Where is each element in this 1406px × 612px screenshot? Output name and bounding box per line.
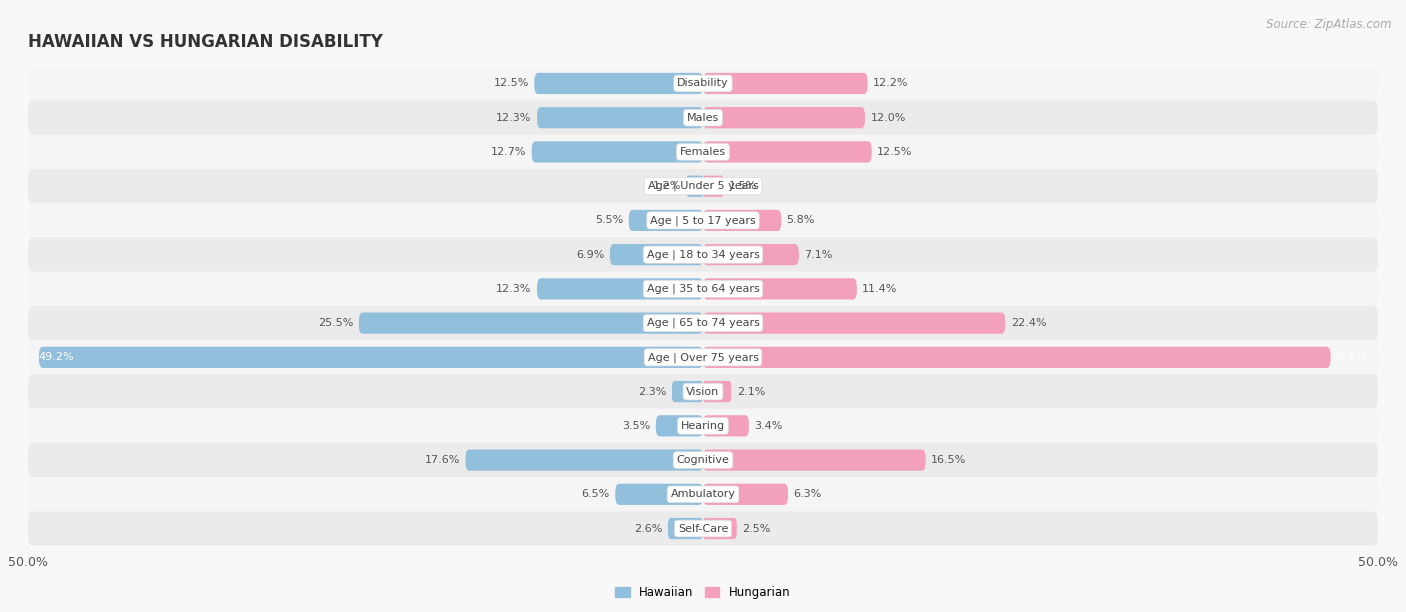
Text: Hearing: Hearing: [681, 421, 725, 431]
Text: 6.9%: 6.9%: [576, 250, 605, 259]
Text: HAWAIIAN VS HUNGARIAN DISABILITY: HAWAIIAN VS HUNGARIAN DISABILITY: [28, 33, 382, 51]
Text: 46.5%: 46.5%: [1331, 353, 1367, 362]
FancyBboxPatch shape: [28, 272, 1378, 306]
FancyBboxPatch shape: [703, 210, 782, 231]
FancyBboxPatch shape: [28, 409, 1378, 443]
Text: 25.5%: 25.5%: [318, 318, 353, 328]
FancyBboxPatch shape: [28, 512, 1378, 546]
Text: Age | Under 5 years: Age | Under 5 years: [648, 181, 758, 192]
Text: 11.4%: 11.4%: [862, 284, 897, 294]
FancyBboxPatch shape: [28, 135, 1378, 169]
FancyBboxPatch shape: [465, 449, 703, 471]
FancyBboxPatch shape: [28, 169, 1378, 203]
Text: 17.6%: 17.6%: [425, 455, 460, 465]
FancyBboxPatch shape: [28, 203, 1378, 237]
FancyBboxPatch shape: [28, 477, 1378, 512]
FancyBboxPatch shape: [610, 244, 703, 265]
Text: 2.5%: 2.5%: [742, 523, 770, 534]
Text: Age | 35 to 64 years: Age | 35 to 64 years: [647, 283, 759, 294]
Text: 12.3%: 12.3%: [496, 284, 531, 294]
FancyBboxPatch shape: [531, 141, 703, 163]
Text: 1.2%: 1.2%: [652, 181, 682, 191]
Text: 3.5%: 3.5%: [621, 421, 651, 431]
FancyBboxPatch shape: [703, 73, 868, 94]
Text: 12.5%: 12.5%: [877, 147, 912, 157]
Text: 49.2%: 49.2%: [39, 353, 75, 362]
FancyBboxPatch shape: [28, 100, 1378, 135]
Text: 2.6%: 2.6%: [634, 523, 662, 534]
FancyBboxPatch shape: [28, 306, 1378, 340]
Text: 7.1%: 7.1%: [804, 250, 832, 259]
FancyBboxPatch shape: [28, 340, 1378, 375]
FancyBboxPatch shape: [668, 518, 703, 539]
FancyBboxPatch shape: [703, 518, 737, 539]
Text: 6.3%: 6.3%: [793, 490, 821, 499]
FancyBboxPatch shape: [655, 415, 703, 436]
FancyBboxPatch shape: [703, 415, 749, 436]
Text: 12.2%: 12.2%: [873, 78, 908, 89]
FancyBboxPatch shape: [703, 381, 731, 402]
Text: Disability: Disability: [678, 78, 728, 89]
Text: 3.4%: 3.4%: [754, 421, 783, 431]
FancyBboxPatch shape: [534, 73, 703, 94]
Text: Age | 65 to 74 years: Age | 65 to 74 years: [647, 318, 759, 329]
FancyBboxPatch shape: [359, 313, 703, 334]
Text: 12.0%: 12.0%: [870, 113, 905, 122]
Text: Source: ZipAtlas.com: Source: ZipAtlas.com: [1267, 18, 1392, 31]
Text: 12.3%: 12.3%: [496, 113, 531, 122]
Text: Age | Over 75 years: Age | Over 75 years: [648, 352, 758, 362]
Text: Ambulatory: Ambulatory: [671, 490, 735, 499]
FancyBboxPatch shape: [28, 375, 1378, 409]
Legend: Hawaiian, Hungarian: Hawaiian, Hungarian: [610, 581, 796, 603]
FancyBboxPatch shape: [703, 347, 1330, 368]
Text: Vision: Vision: [686, 387, 720, 397]
Text: 12.5%: 12.5%: [494, 78, 529, 89]
Text: 16.5%: 16.5%: [931, 455, 966, 465]
Text: 1.5%: 1.5%: [728, 181, 756, 191]
Text: Cognitive: Cognitive: [676, 455, 730, 465]
FancyBboxPatch shape: [703, 449, 925, 471]
FancyBboxPatch shape: [537, 107, 703, 129]
FancyBboxPatch shape: [39, 347, 703, 368]
FancyBboxPatch shape: [28, 66, 1378, 100]
Text: 12.7%: 12.7%: [491, 147, 526, 157]
Text: 22.4%: 22.4%: [1011, 318, 1046, 328]
FancyBboxPatch shape: [537, 278, 703, 299]
FancyBboxPatch shape: [703, 313, 1005, 334]
Text: 2.1%: 2.1%: [737, 387, 765, 397]
Text: 6.5%: 6.5%: [582, 490, 610, 499]
FancyBboxPatch shape: [616, 483, 703, 505]
Text: 5.5%: 5.5%: [595, 215, 623, 225]
FancyBboxPatch shape: [28, 443, 1378, 477]
FancyBboxPatch shape: [703, 244, 799, 265]
Text: Age | 18 to 34 years: Age | 18 to 34 years: [647, 250, 759, 260]
Text: Age | 5 to 17 years: Age | 5 to 17 years: [650, 215, 756, 226]
FancyBboxPatch shape: [672, 381, 703, 402]
Text: 2.3%: 2.3%: [638, 387, 666, 397]
FancyBboxPatch shape: [703, 176, 723, 197]
Text: Males: Males: [688, 113, 718, 122]
Text: Females: Females: [681, 147, 725, 157]
FancyBboxPatch shape: [28, 237, 1378, 272]
FancyBboxPatch shape: [703, 141, 872, 163]
FancyBboxPatch shape: [703, 483, 787, 505]
Text: 5.8%: 5.8%: [787, 215, 815, 225]
FancyBboxPatch shape: [703, 107, 865, 129]
FancyBboxPatch shape: [703, 278, 856, 299]
FancyBboxPatch shape: [686, 176, 703, 197]
Text: Self-Care: Self-Care: [678, 523, 728, 534]
FancyBboxPatch shape: [628, 210, 703, 231]
